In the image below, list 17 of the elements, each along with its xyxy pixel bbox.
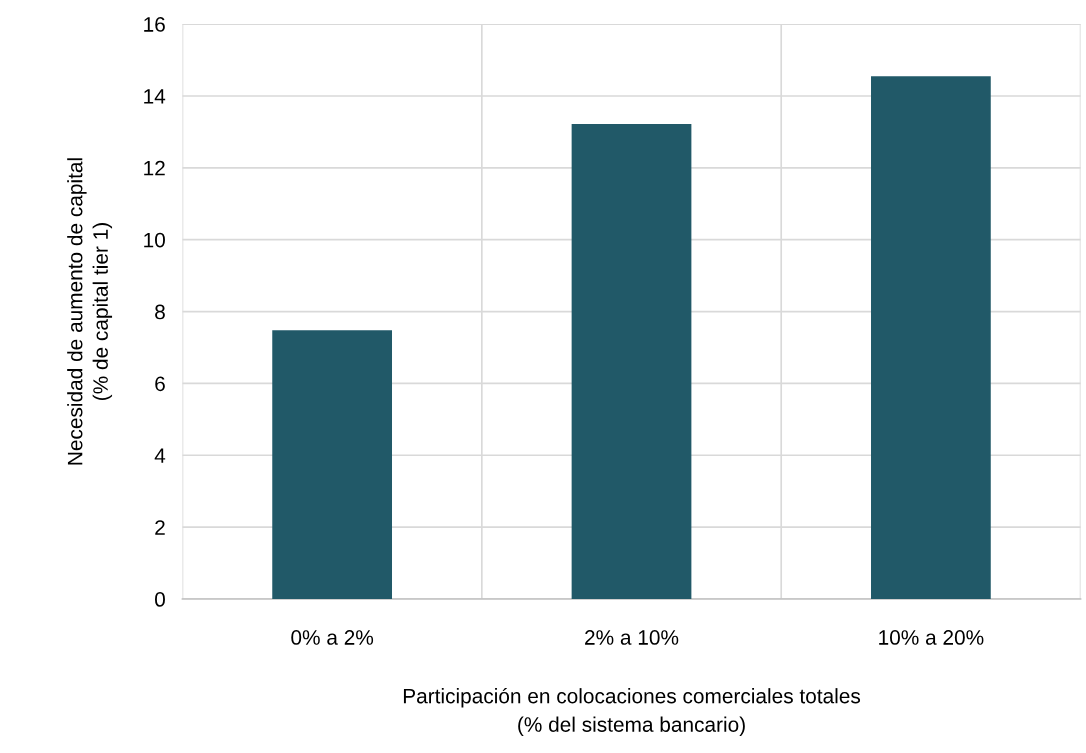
bar xyxy=(571,123,692,600)
y-tick-label: 6 xyxy=(155,376,165,392)
bar xyxy=(871,76,991,600)
bar xyxy=(272,330,393,600)
x-axis-title: Participación en colocaciones comerciales totales (% del sistema bancario) xyxy=(403,687,861,737)
y-tick-label: 2 xyxy=(155,520,165,535)
y-tick-label: 4 xyxy=(154,448,166,463)
y-tick-label: 0 xyxy=(155,592,165,607)
y-tick-label: 16 xyxy=(144,17,165,32)
y-tick-label: 12 xyxy=(144,160,165,176)
y-tick-label: 8 xyxy=(155,304,165,320)
x-tick-label: 0% a 2% xyxy=(291,630,374,645)
y-tick-label: 10 xyxy=(144,232,165,248)
x-tick-label: 2% a 10% xyxy=(585,630,679,645)
y-tick-label: 14 xyxy=(144,89,166,104)
y-axis-title: Necesidad de aumento de capital (% de capital tier 1) xyxy=(67,158,113,465)
x-tick-label: 10% a 20% xyxy=(879,630,984,645)
